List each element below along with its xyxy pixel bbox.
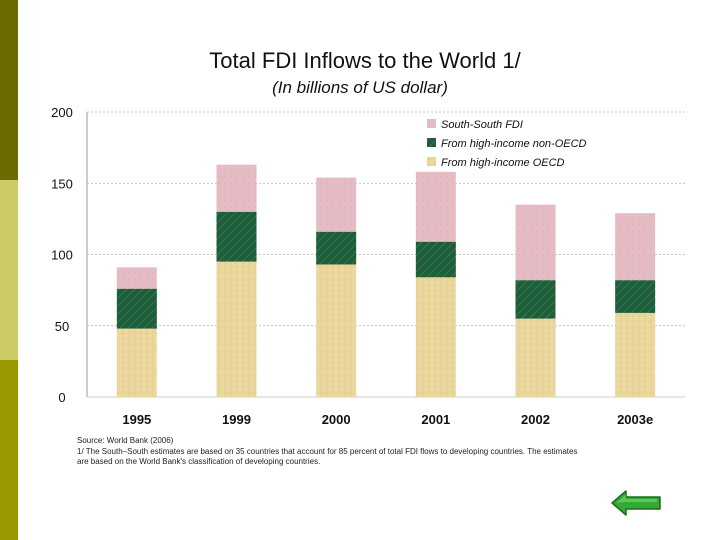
y-tick-label: 150 <box>51 176 73 191</box>
bar-segment-from-high-income-non-oecd <box>415 241 456 278</box>
legend-label: From high-income OECD <box>441 157 565 169</box>
bars-layer <box>116 164 656 397</box>
bar-segment-from-high-income-non-oecd <box>515 280 556 319</box>
bar-segment-from-high-income-oecd <box>615 312 656 397</box>
bar-segment-south-south-fdi <box>415 171 456 242</box>
footnote-line-1: 1/ The South–South estimates are based o… <box>77 446 578 456</box>
chart-legend: South-South FDI From high-income non-OECD… <box>427 119 587 169</box>
bar-segment-south-south-fdi <box>515 204 556 281</box>
slide-sidebar <box>0 0 18 540</box>
bar-segment-from-high-income-oecd <box>116 328 157 397</box>
bar-segment-from-high-income-oecd <box>415 277 456 397</box>
legend-label: From high-income non-OECD <box>441 138 587 150</box>
x-tick-label: 2003e <box>617 412 653 427</box>
back-arrow-icon[interactable] <box>610 488 662 518</box>
axis-layer <box>86 112 685 398</box>
bar-segment-south-south-fdi <box>216 164 257 212</box>
y-tick-label: 0 <box>58 390 65 405</box>
x-tick-label: 1995 <box>122 412 151 427</box>
sidebar-band-top <box>0 0 18 180</box>
y-tick-label: 50 <box>55 319 69 334</box>
bar-segment-south-south-fdi <box>316 177 357 232</box>
y-tick-label: 200 <box>51 105 73 120</box>
chart-subtitle: (In billions of US dollar) <box>272 78 448 97</box>
legend-swatch <box>427 119 436 128</box>
bar-segment-from-high-income-oecd <box>316 264 357 397</box>
legend-swatch <box>427 157 436 166</box>
footnote-line-2: are based on the World Bank's classifica… <box>77 457 321 466</box>
bar-segment-from-high-income-non-oecd <box>615 280 656 313</box>
bar-segment-from-high-income-non-oecd <box>216 211 257 262</box>
bar-segment-from-high-income-oecd <box>216 261 257 397</box>
bar-segment-south-south-fdi <box>116 267 157 289</box>
bar-segment-south-south-fdi <box>615 213 656 281</box>
legend-label: South-South FDI <box>441 119 523 131</box>
bar-segment-from-high-income-oecd <box>515 318 556 397</box>
labels-layer: 0 50 100 150 200 1995 1999 2000 2001 2002 2003e <box>51 105 653 427</box>
legend-swatch <box>427 138 436 147</box>
x-tick-label: 2002 <box>521 412 550 427</box>
x-tick-label: 2001 <box>421 412 450 427</box>
bar-segment-from-high-income-non-oecd <box>316 231 357 265</box>
bar-segment-from-high-income-non-oecd <box>116 288 157 329</box>
sidebar-band-bottom <box>0 360 18 540</box>
x-tick-label: 2000 <box>322 412 351 427</box>
y-tick-label: 100 <box>51 248 73 263</box>
sidebar-band-middle <box>0 180 18 360</box>
chart-title: Total FDI Inflows to the World 1/ <box>209 48 521 73</box>
grid-layer <box>87 111 685 327</box>
source-note: Source: World Bank (2006) <box>77 436 174 445</box>
chart-notes: Source: World Bank (2006) 1/ The South–S… <box>77 436 677 468</box>
x-tick-label: 1999 <box>222 412 251 427</box>
